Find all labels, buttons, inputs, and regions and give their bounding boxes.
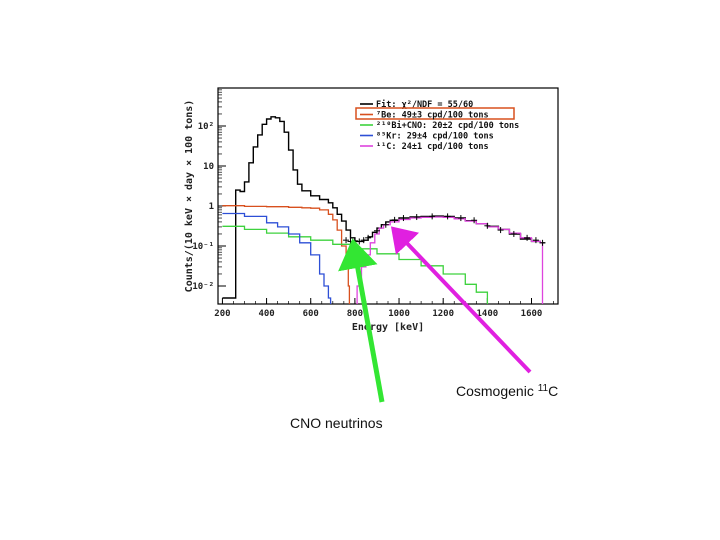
data-point <box>484 222 491 229</box>
legend-label: ²¹⁰Bi+CNO: 20±2 cpd/100 tons <box>376 120 519 131</box>
data-point <box>532 237 539 244</box>
x-tick-label: 400 <box>258 309 274 319</box>
x-tick-label: 1200 <box>432 309 454 319</box>
legend-entry: ⁸⁵Kr: 29±4 cpd/100 tons <box>360 132 494 142</box>
data-point <box>373 227 380 234</box>
legend-label: ⁸⁵Kr: 29±4 cpd/100 tons <box>376 132 494 142</box>
data-point <box>382 221 389 228</box>
x-tick-label: 1000 <box>388 309 410 319</box>
data-point <box>457 215 464 222</box>
data-point <box>471 217 478 224</box>
y-tick-label: 10⁻¹ <box>192 242 214 252</box>
legend-label: ⁷Be: 49±3 cpd/100 tons <box>376 111 489 121</box>
cno-arrow <box>338 238 385 403</box>
data-point <box>391 216 398 223</box>
legend-entry: ¹¹C: 24±1 cpd/100 tons <box>360 142 489 152</box>
legend-entry: Fit: χ²/NDF = 55/60 <box>360 99 473 110</box>
legend-label: Fit: χ²/NDF = 55/60 <box>376 99 473 110</box>
series-line-3 <box>222 212 332 304</box>
y-axis-title: Counts/(10 keV × day × 100 tons) <box>184 100 195 293</box>
legend-highlight-box <box>355 107 515 120</box>
x-tick-label: 1600 <box>521 309 543 319</box>
legend-label: ¹¹C: 24±1 cpd/100 tons <box>376 142 489 152</box>
plot-frame <box>217 87 559 305</box>
data-point <box>539 239 546 246</box>
c11-label: Cosmogenic 11C <box>456 383 558 400</box>
data-point <box>413 214 420 221</box>
cno-label: CNO neutrinos <box>290 415 383 431</box>
data-point <box>400 215 407 222</box>
x-tick-label: 800 <box>347 309 363 319</box>
y-tick-label: 1 <box>209 202 214 212</box>
data-point <box>510 230 517 237</box>
legend-entry: ⁷Be: 49±3 cpd/100 tons <box>355 107 515 121</box>
data-point <box>429 213 436 220</box>
y-tick-label: 10² <box>198 122 214 132</box>
legend-entry: ²¹⁰Bi+CNO: 20±2 cpd/100 tons <box>360 120 519 131</box>
x-tick-label: 600 <box>303 309 319 319</box>
data-point <box>444 213 451 220</box>
y-tick-label: 10 <box>203 162 214 172</box>
data-point <box>524 234 531 241</box>
data-point <box>497 227 504 234</box>
x-tick-label: 1400 <box>477 309 499 319</box>
y-axis-ticks: 10⁻² 10⁻¹ 1 10 10² <box>192 89 226 292</box>
y-tick-label: 10⁻² <box>192 282 214 292</box>
c11-arrow <box>390 226 532 374</box>
x-axis-title: Energy [keV] <box>352 322 424 333</box>
x-tick-label: 200 <box>214 309 230 319</box>
